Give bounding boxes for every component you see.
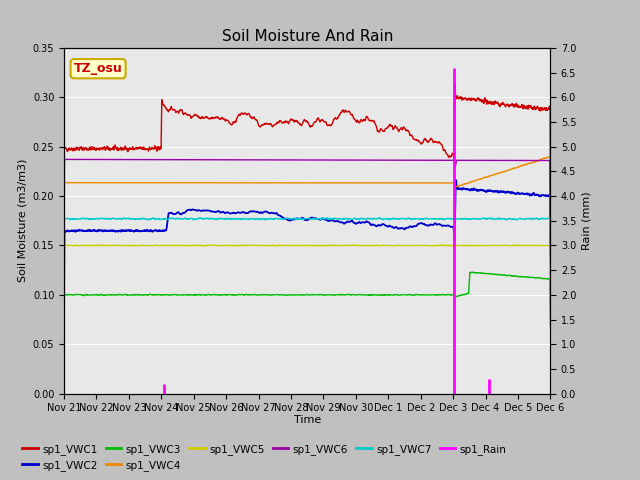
sp1_VWC5 — [547, 292, 554, 298]
sp1_VWC5 — [284, 242, 292, 248]
sp1_VWC1 — [532, 106, 540, 111]
sp1_VWC1 — [85, 147, 93, 153]
Legend: sp1_VWC1, sp1_VWC2, sp1_VWC3, sp1_VWC4, sp1_VWC5, sp1_VWC6, sp1_VWC7, sp1_Rain: sp1_VWC1, sp1_VWC2, sp1_VWC3, sp1_VWC4, … — [18, 439, 511, 475]
Line: sp1_VWC5: sp1_VWC5 — [64, 245, 550, 295]
sp1_VWC4 — [85, 180, 93, 186]
sp1_VWC3 — [443, 292, 451, 298]
Line: sp1_VWC3: sp1_VWC3 — [64, 272, 550, 335]
sp1_VWC3 — [85, 292, 93, 298]
Text: TZ_osu: TZ_osu — [74, 62, 122, 75]
sp1_VWC5 — [297, 242, 305, 248]
Y-axis label: Soil Moisture (m3/m3): Soil Moisture (m3/m3) — [17, 159, 27, 283]
sp1_VWC7 — [532, 215, 540, 221]
sp1_VWC4 — [297, 180, 305, 186]
sp1_VWC2 — [284, 217, 291, 223]
sp1_VWC3 — [532, 275, 540, 281]
sp1_VWC5 — [60, 292, 68, 298]
sp1_VWC1 — [443, 151, 451, 157]
sp1_VWC2 — [532, 192, 540, 197]
sp1_VWC4 — [60, 264, 68, 270]
sp1_VWC2 — [547, 243, 554, 249]
sp1_VWC2 — [297, 216, 305, 222]
sp1_VWC6 — [532, 157, 540, 163]
sp1_VWC4 — [532, 158, 540, 164]
sp1_VWC4 — [546, 154, 554, 159]
sp1_VWC3 — [60, 332, 68, 337]
sp1_VWC1 — [297, 121, 305, 127]
sp1_VWC2 — [452, 177, 460, 183]
sp1_VWC6 — [297, 157, 305, 163]
sp1_VWC2 — [443, 223, 451, 228]
sp1_VWC3 — [297, 292, 305, 298]
sp1_VWC3 — [532, 275, 540, 281]
sp1_VWC6 — [61, 156, 68, 162]
sp1_VWC2 — [85, 228, 93, 233]
sp1_VWC3 — [284, 292, 291, 298]
sp1_VWC4 — [443, 180, 451, 186]
sp1_VWC5 — [275, 242, 283, 248]
sp1_VWC6 — [60, 250, 68, 256]
sp1_VWC7 — [532, 215, 540, 221]
sp1_VWC2 — [532, 192, 540, 197]
sp1_VWC2 — [60, 309, 68, 315]
sp1_VWC1 — [451, 80, 459, 86]
Line: sp1_VWC2: sp1_VWC2 — [64, 180, 550, 312]
X-axis label: Time: Time — [294, 415, 321, 425]
sp1_VWC7 — [444, 216, 451, 221]
sp1_VWC3 — [468, 269, 476, 275]
sp1_VWC1 — [532, 105, 540, 111]
sp1_VWC4 — [532, 159, 540, 165]
sp1_VWC1 — [547, 203, 554, 209]
sp1_VWC6 — [547, 251, 554, 257]
Line: sp1_VWC6: sp1_VWC6 — [64, 159, 550, 254]
Line: sp1_VWC4: sp1_VWC4 — [64, 156, 550, 267]
sp1_VWC3 — [547, 322, 554, 328]
Line: sp1_VWC1: sp1_VWC1 — [64, 83, 550, 230]
sp1_VWC6 — [444, 157, 451, 163]
sp1_VWC7 — [60, 286, 68, 292]
Line: sp1_VWC7: sp1_VWC7 — [64, 218, 550, 289]
Title: Soil Moisture And Rain: Soil Moisture And Rain — [221, 29, 393, 44]
sp1_VWC7 — [297, 216, 305, 222]
sp1_VWC4 — [547, 248, 554, 254]
sp1_VWC7 — [376, 215, 383, 221]
Y-axis label: Rain (mm): Rain (mm) — [582, 192, 592, 250]
sp1_VWC7 — [85, 216, 93, 222]
sp1_VWC7 — [284, 216, 291, 221]
sp1_VWC5 — [532, 243, 540, 249]
sp1_VWC6 — [532, 157, 540, 163]
sp1_VWC6 — [284, 157, 292, 163]
sp1_VWC1 — [284, 119, 291, 124]
sp1_VWC6 — [85, 156, 93, 162]
sp1_VWC4 — [284, 180, 291, 186]
sp1_VWC7 — [547, 286, 554, 292]
sp1_VWC1 — [60, 227, 68, 233]
sp1_VWC5 — [85, 243, 93, 249]
sp1_VWC5 — [444, 242, 451, 248]
sp1_VWC5 — [532, 242, 540, 248]
